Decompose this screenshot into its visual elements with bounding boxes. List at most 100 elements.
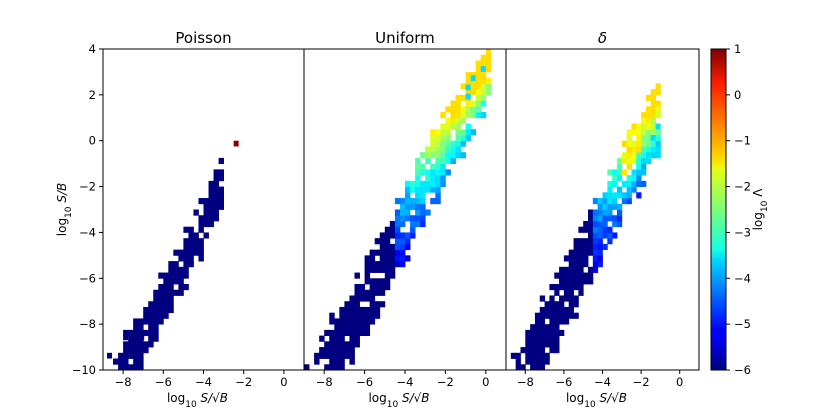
heatmap-cell xyxy=(158,301,164,308)
heatmap-cell xyxy=(539,341,545,348)
heatmap-cell xyxy=(344,324,350,331)
heatmap-cell xyxy=(405,192,411,199)
heatmap-cell xyxy=(480,83,487,90)
heatmap-cell xyxy=(158,289,164,296)
heatmap-cell xyxy=(139,334,145,341)
heatmap-cell xyxy=(616,192,623,199)
heatmap-cell xyxy=(578,249,584,256)
heatmap-cell xyxy=(445,123,451,130)
heatmap-cell xyxy=(631,146,637,153)
heatmap-cell xyxy=(650,152,656,159)
heatmap-cell xyxy=(133,335,139,342)
heatmap-cell xyxy=(349,347,355,354)
heatmap-cell xyxy=(163,284,169,291)
colorbar-tick-label: −1 xyxy=(734,134,751,148)
heatmap-cell xyxy=(349,318,355,325)
heatmap-cell xyxy=(645,146,652,153)
heatmap-cell xyxy=(339,364,345,370)
heatmap-cell xyxy=(583,272,589,279)
heatmap-cell xyxy=(374,284,381,291)
heatmap-cell xyxy=(208,209,214,216)
heatmap-cell xyxy=(636,140,642,147)
y-tick-label: −8 xyxy=(79,317,96,331)
heatmap-cell xyxy=(344,329,350,337)
heatmap-cell xyxy=(573,278,579,285)
heatmap-cell xyxy=(650,100,656,107)
x-tick-label: −4 xyxy=(594,375,611,389)
heatmap-cell xyxy=(430,175,436,182)
heatmap-cell xyxy=(525,358,531,365)
heatmap-cell xyxy=(359,312,365,319)
y-tick-label: 4 xyxy=(89,42,96,56)
heatmap-cell xyxy=(525,341,531,348)
heatmap-cell xyxy=(107,352,113,359)
heatmap-cell xyxy=(158,284,164,291)
heatmap-cell xyxy=(153,306,159,314)
heatmap-cell xyxy=(612,220,618,228)
heatmap-cell xyxy=(208,180,214,187)
heatmap-cell xyxy=(563,318,570,325)
heatmap-cell xyxy=(616,203,623,210)
heatmap-cell xyxy=(455,106,461,113)
heatmap-cell xyxy=(559,272,565,279)
heatmap-cell xyxy=(645,129,652,136)
heatmap-cell xyxy=(602,198,608,205)
heatmap-cell xyxy=(631,157,637,165)
heatmap-cell xyxy=(440,112,446,119)
heatmap-cell xyxy=(183,243,189,251)
heatmap-cell xyxy=(329,347,335,354)
x-tick-label: −4 xyxy=(195,375,212,389)
heatmap-cell xyxy=(153,335,159,342)
heatmap-cell xyxy=(573,312,579,319)
heatmap-cell xyxy=(470,83,477,90)
heatmap-cell xyxy=(405,215,411,222)
heatmap-cell xyxy=(602,232,608,239)
heatmap-cell xyxy=(588,272,594,279)
heatmap-cell xyxy=(394,215,401,222)
heatmap-cell xyxy=(655,129,661,136)
heatmap-cell xyxy=(626,146,632,153)
heatmap-cell xyxy=(389,261,396,268)
heatmap-cell xyxy=(218,203,224,210)
heatmap-cell xyxy=(465,112,472,119)
heatmap-cell xyxy=(530,341,536,348)
heatmap-cell xyxy=(118,364,124,370)
heatmap-cell xyxy=(329,312,335,319)
heatmap-cell xyxy=(539,324,545,331)
heatmap-cell xyxy=(349,352,355,359)
heatmap-cell xyxy=(339,341,345,348)
heatmap-cell xyxy=(435,146,441,153)
heatmap-cell xyxy=(369,255,376,262)
heatmap-cell xyxy=(425,152,431,159)
heatmap-cell xyxy=(534,324,541,331)
heatmap-cell xyxy=(465,100,472,107)
heatmap-cell xyxy=(559,306,565,314)
heatmap-cell xyxy=(641,112,647,119)
heatmap-cell xyxy=(612,175,618,182)
heatmap-cell xyxy=(573,272,579,279)
heatmap-cell xyxy=(470,106,477,113)
heatmap-cell xyxy=(364,278,371,285)
heatmap-cell xyxy=(203,215,209,222)
heatmap-cell xyxy=(592,266,599,273)
heatmap-cell xyxy=(218,192,224,199)
heatmap-cell xyxy=(559,312,565,319)
heatmap-cell xyxy=(364,312,371,319)
heatmap-cell xyxy=(460,117,466,124)
heatmap-cell xyxy=(636,129,642,136)
heatmap-cell xyxy=(374,301,381,308)
heatmap-cell xyxy=(329,358,335,365)
heatmap-cell xyxy=(460,140,466,147)
heatmap-cell xyxy=(384,226,391,233)
heatmap-cell xyxy=(379,243,386,251)
heatmap-cell xyxy=(334,324,340,331)
heatmap-cell xyxy=(369,318,376,325)
heatmap-cell xyxy=(430,186,436,193)
x-tick-label: −6 xyxy=(155,375,172,389)
heatmap-cell xyxy=(445,146,451,153)
heatmap-cell xyxy=(133,352,139,359)
heatmap-cell xyxy=(153,329,159,337)
heatmap-cell xyxy=(143,347,149,354)
heatmap-cell xyxy=(583,220,589,228)
heatmap-cell xyxy=(592,198,599,205)
